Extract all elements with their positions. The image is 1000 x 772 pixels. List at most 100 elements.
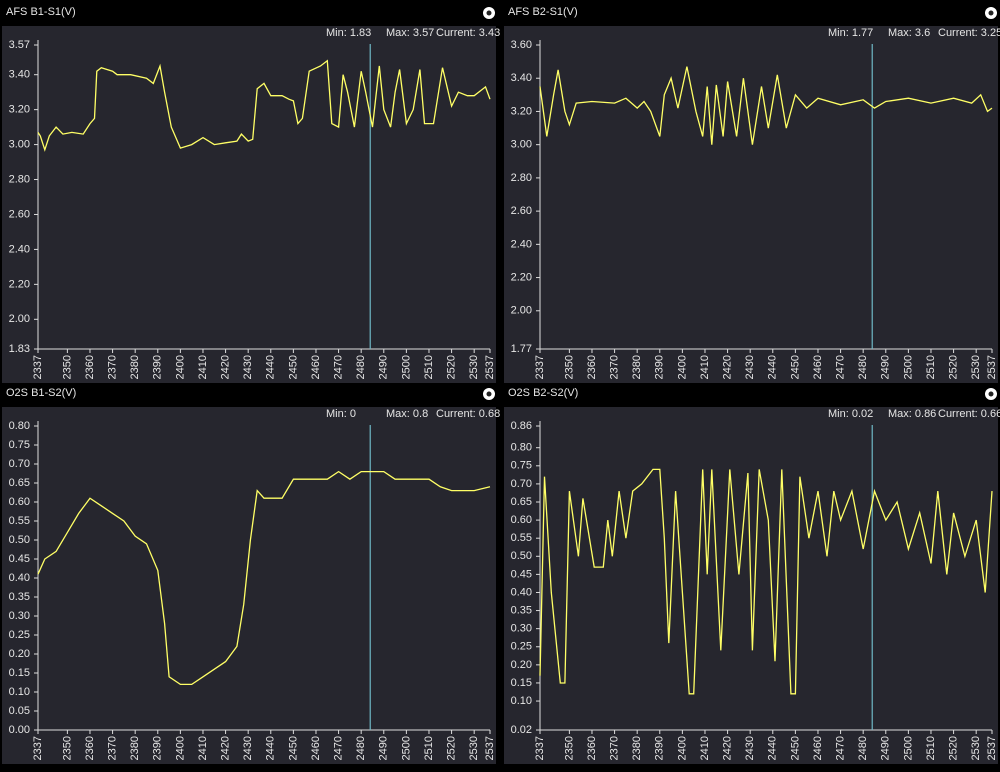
y-tick-label: 2.00 [511, 305, 532, 317]
y-tick-label: 3.20 [511, 105, 532, 117]
y-tick-label: 0.02 [511, 724, 532, 736]
x-tick-label: 2530 [468, 736, 480, 760]
x-tick-label: 2360 [84, 355, 96, 379]
panel-menu-dot [486, 391, 492, 397]
x-tick-label: 2520 [445, 355, 457, 379]
stat-label: Max: 3.57 [386, 27, 434, 39]
x-tick-label: 2490 [880, 736, 892, 760]
x-tick-label: 2480 [355, 736, 367, 760]
x-tick-label: 2430 [242, 736, 254, 760]
x-tick-label: 2337 [534, 355, 546, 379]
x-tick-label: 2420 [721, 355, 733, 379]
x-tick-label: 2500 [400, 355, 412, 379]
x-tick-label: 2500 [902, 355, 914, 379]
stat-label: Min: 0 [326, 408, 356, 420]
x-tick-label: 2370 [106, 355, 118, 379]
x-tick-label: 2440 [767, 736, 779, 760]
y-tick-label: 1.83 [9, 343, 30, 355]
y-tick-label: 0.70 [511, 478, 532, 490]
x-tick-label: 2460 [812, 355, 824, 379]
y-tick-label: 2.80 [9, 173, 30, 185]
x-tick-label: 2450 [287, 736, 299, 760]
x-tick-label: 2530 [970, 355, 982, 379]
panel-menu-dot [988, 391, 994, 397]
y-tick-label: 0.50 [9, 534, 30, 546]
x-tick-label: 2530 [468, 355, 480, 379]
x-tick-label: 2460 [812, 736, 824, 760]
x-tick-label: 2370 [608, 355, 620, 379]
y-tick-label: 0.05 [9, 705, 30, 717]
x-tick-label: 2400 [676, 736, 688, 760]
stat-label: Min: 1.83 [326, 27, 371, 39]
stat-label: Current: 0.66 [938, 408, 1000, 420]
x-tick-label: 2370 [608, 736, 620, 760]
x-tick-label: 2390 [152, 736, 164, 760]
x-tick-label: 2520 [947, 736, 959, 760]
x-tick-label: 2490 [378, 355, 390, 379]
y-tick-label: 0.25 [511, 641, 532, 653]
x-tick-label: 2537 [484, 736, 496, 760]
data-line [539, 468, 993, 695]
x-tick-label: 2470 [332, 355, 344, 379]
y-tick-label: 3.20 [9, 104, 30, 116]
data-line [539, 66, 993, 145]
x-tick-label: 2480 [857, 736, 869, 760]
y-tick-label: 0.40 [9, 572, 30, 584]
y-tick-label: 0.15 [511, 677, 532, 689]
stat-label: Current: 3.25 [938, 27, 1000, 39]
y-tick-label: 2.80 [511, 172, 532, 184]
x-tick-label: 2410 [699, 736, 711, 760]
y-tick-label: 0.65 [9, 477, 30, 489]
y-tick-label: 0.30 [9, 610, 30, 622]
x-tick-label: 2350 [563, 355, 575, 379]
y-tick-label: 0.25 [9, 629, 30, 641]
x-tick-label: 2350 [563, 736, 575, 760]
x-tick-label: 2430 [744, 736, 756, 760]
x-tick-label: 2350 [61, 736, 73, 760]
x-tick-label: 2400 [676, 355, 688, 379]
y-tick-label: 2.40 [511, 238, 532, 250]
x-tick-label: 2360 [586, 736, 598, 760]
y-tick-label: 2.60 [9, 208, 30, 220]
x-tick-label: 2380 [129, 355, 141, 379]
panel-menu-dot [988, 10, 994, 16]
x-tick-label: 2480 [355, 355, 367, 379]
x-tick-label: 2520 [947, 355, 959, 379]
y-tick-label: 0.30 [511, 623, 532, 635]
y-tick-label: 3.00 [9, 138, 30, 150]
x-tick-label: 2430 [242, 355, 254, 379]
y-tick-label: 0.45 [511, 568, 532, 580]
y-tick-label: 0.80 [511, 442, 532, 454]
x-tick-label: 2470 [834, 355, 846, 379]
panel-title: O2S B2-S2(V) [508, 387, 578, 399]
x-tick-label: 2500 [400, 736, 412, 760]
x-tick-label: 2450 [789, 355, 801, 379]
stat-label: Min: 1.77 [828, 27, 873, 39]
x-tick-label: 2537 [986, 355, 998, 379]
x-tick-label: 2410 [197, 736, 209, 760]
y-tick-label: 0.70 [9, 458, 30, 470]
y-tick-label: 0.15 [9, 667, 30, 679]
y-tick-label: 3.40 [9, 69, 30, 81]
y-tick-label: 0.65 [511, 496, 532, 508]
x-tick-label: 2510 [423, 355, 435, 379]
y-tick-label: 0.60 [511, 514, 532, 526]
y-tick-label: 2.60 [511, 205, 532, 217]
x-tick-label: 2460 [310, 355, 322, 379]
data-line [37, 59, 491, 152]
x-tick-label: 2420 [219, 736, 231, 760]
x-tick-label: 2490 [378, 736, 390, 760]
x-tick-label: 2380 [129, 736, 141, 760]
y-tick-label: 0.75 [9, 439, 30, 451]
panel-menu-dot [486, 10, 492, 16]
y-tick-label: 1.77 [511, 343, 532, 355]
y-tick-label: 0.80 [9, 420, 30, 432]
x-tick-label: 2390 [654, 355, 666, 379]
y-tick-label: 0.45 [9, 553, 30, 565]
y-tick-label: 3.40 [511, 72, 532, 84]
x-tick-label: 2537 [484, 355, 496, 379]
y-tick-label: 2.00 [9, 313, 30, 325]
x-tick-label: 2420 [721, 736, 733, 760]
